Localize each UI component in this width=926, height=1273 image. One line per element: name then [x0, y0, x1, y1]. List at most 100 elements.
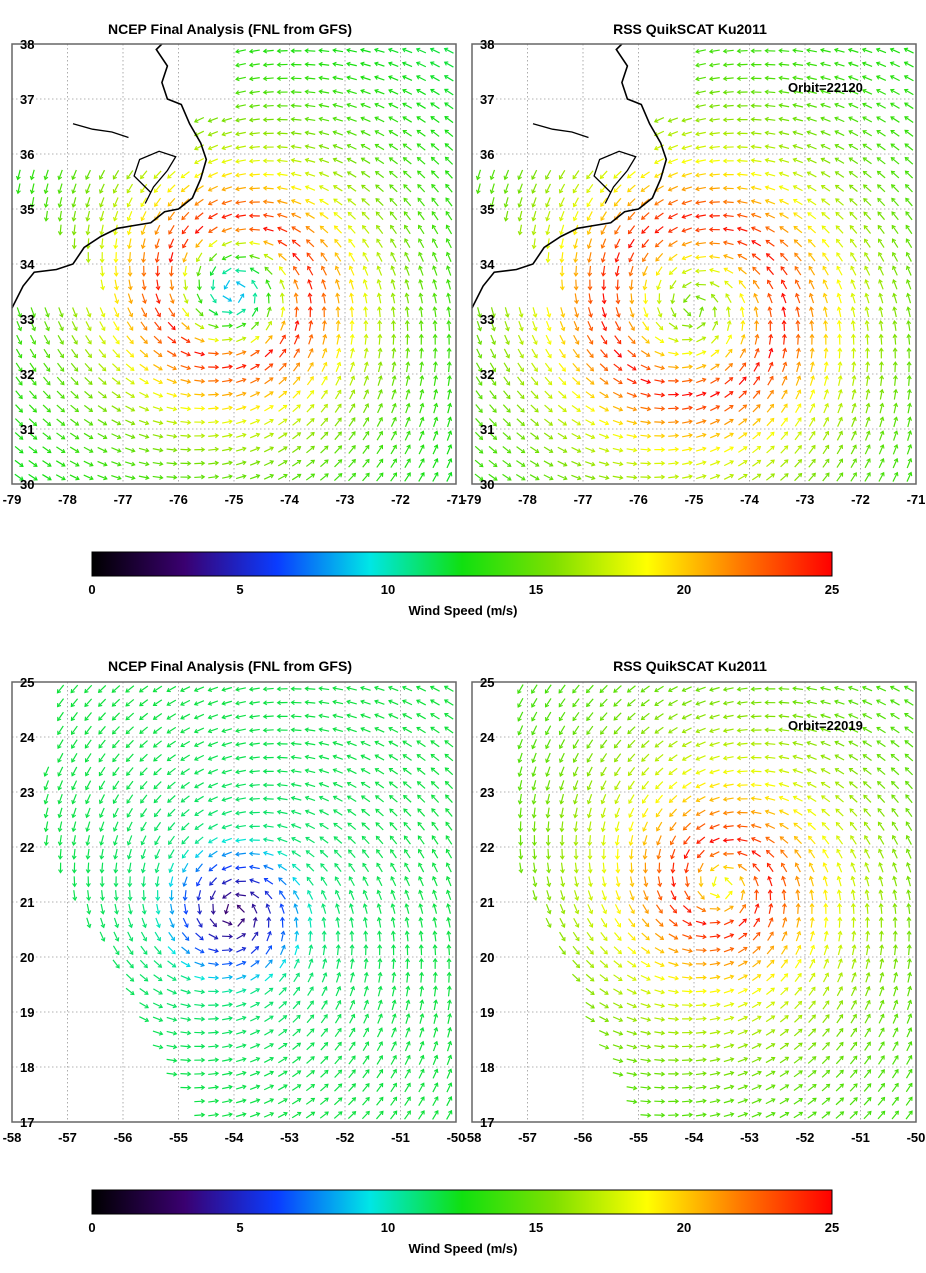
wind-barb [248, 172, 260, 178]
wind-barb [890, 753, 900, 762]
wind-barb [641, 946, 651, 954]
wind-barb [640, 1099, 652, 1105]
wind-barb [362, 1069, 370, 1079]
wind-barb [377, 402, 383, 414]
wind-barb [516, 390, 525, 400]
wind-barb [682, 350, 694, 356]
wind-barb [99, 224, 105, 236]
wind-barb [235, 62, 246, 68]
wind-barb [640, 1085, 652, 1091]
wind-barb [417, 183, 426, 193]
wind-barb [112, 945, 120, 956]
wind-barb [654, 447, 666, 453]
wind-barb [346, 740, 357, 747]
wind-barb [736, 755, 748, 761]
wind-barb [127, 931, 134, 942]
wind-barb [709, 1112, 721, 1118]
wind-barb [180, 364, 192, 371]
wind-barb [764, 212, 776, 219]
panel-quikscat-hurricane-top: RSS QuikSCAT Ku2011 Orbit=22120 -79 -78 -7… [463, 21, 926, 507]
wind-barb [362, 1055, 370, 1065]
y-tick-label: 24 [480, 730, 495, 745]
wind-barb [401, 61, 413, 68]
wind-barb [612, 405, 624, 412]
wind-barb [419, 1026, 425, 1038]
wind-barb [56, 446, 66, 453]
wind-barb [304, 130, 316, 136]
wind-barb [488, 473, 498, 481]
wind-barb [152, 447, 164, 453]
wind-barb [235, 1112, 247, 1118]
wind-barb [346, 130, 357, 136]
wind-barb [518, 835, 524, 847]
wind-barb [360, 89, 371, 95]
wind-barb [152, 726, 163, 734]
wind-barb [682, 405, 693, 411]
wind-barb [334, 389, 342, 400]
y-tick-label: 20 [480, 950, 494, 965]
wind-barb [849, 1069, 858, 1079]
wind-barb [405, 347, 411, 359]
wind-barb [248, 226, 260, 232]
wind-barb [276, 823, 288, 829]
wind-barb [42, 418, 52, 427]
wind-barb [180, 350, 191, 357]
wind-barb [905, 780, 913, 790]
wind-barb [207, 686, 219, 692]
wind-barb [904, 726, 914, 734]
wind-barb [209, 266, 217, 277]
wind-barb [14, 432, 24, 440]
wind-barb [778, 185, 790, 191]
wind-barb [44, 321, 50, 332]
wind-barb [125, 753, 134, 763]
wind-barb [808, 279, 815, 290]
wind-barb [640, 420, 652, 425]
wind-barb [304, 75, 316, 81]
wind-barb [879, 944, 885, 956]
wind-barb [681, 186, 693, 192]
wind-barb [573, 862, 579, 874]
wind-barb [781, 930, 788, 942]
wind-barb [654, 378, 666, 384]
wind-barb [850, 458, 857, 468]
wind-barb [445, 265, 452, 276]
wind-barb [517, 725, 524, 736]
wind-barb [376, 1096, 384, 1106]
wind-barb [276, 48, 288, 54]
wind-barb [277, 473, 288, 481]
wind-barb [779, 1029, 789, 1037]
wind-barb [612, 1016, 624, 1023]
wind-barb [765, 1098, 776, 1105]
wind-barb [335, 375, 342, 386]
wind-barb [84, 725, 92, 735]
wind-barb [153, 364, 163, 371]
wind-barb [668, 1057, 680, 1063]
wind-barb [752, 404, 761, 413]
wind-barb [390, 1040, 397, 1052]
wind-barb [626, 1071, 638, 1077]
wind-barb [154, 876, 160, 888]
wind-barb [235, 419, 247, 425]
wind-barb [388, 130, 399, 137]
wind-barb [655, 321, 664, 331]
x-tick-labels: -58 -57 -56 -55 -54 -53 -52 -51 -50 [3, 1130, 466, 1145]
wind-barb [612, 433, 624, 439]
wind-barb [629, 862, 635, 874]
wind-barb [28, 418, 38, 427]
wind-barb [363, 389, 370, 400]
wind-barb [262, 850, 274, 856]
wind-barb [764, 171, 776, 177]
wind-barb [418, 1110, 425, 1120]
wind-barb [709, 796, 720, 802]
wind-barb [836, 458, 844, 468]
wind-barb [781, 319, 787, 331]
wind-barb [304, 198, 316, 205]
wind-barb [545, 752, 551, 764]
wind-barb [416, 713, 426, 720]
wind-barb [318, 185, 329, 192]
wind-barb [724, 877, 733, 886]
wind-barb [892, 306, 898, 318]
wind-barb [111, 419, 122, 426]
wind-barb [180, 184, 190, 193]
